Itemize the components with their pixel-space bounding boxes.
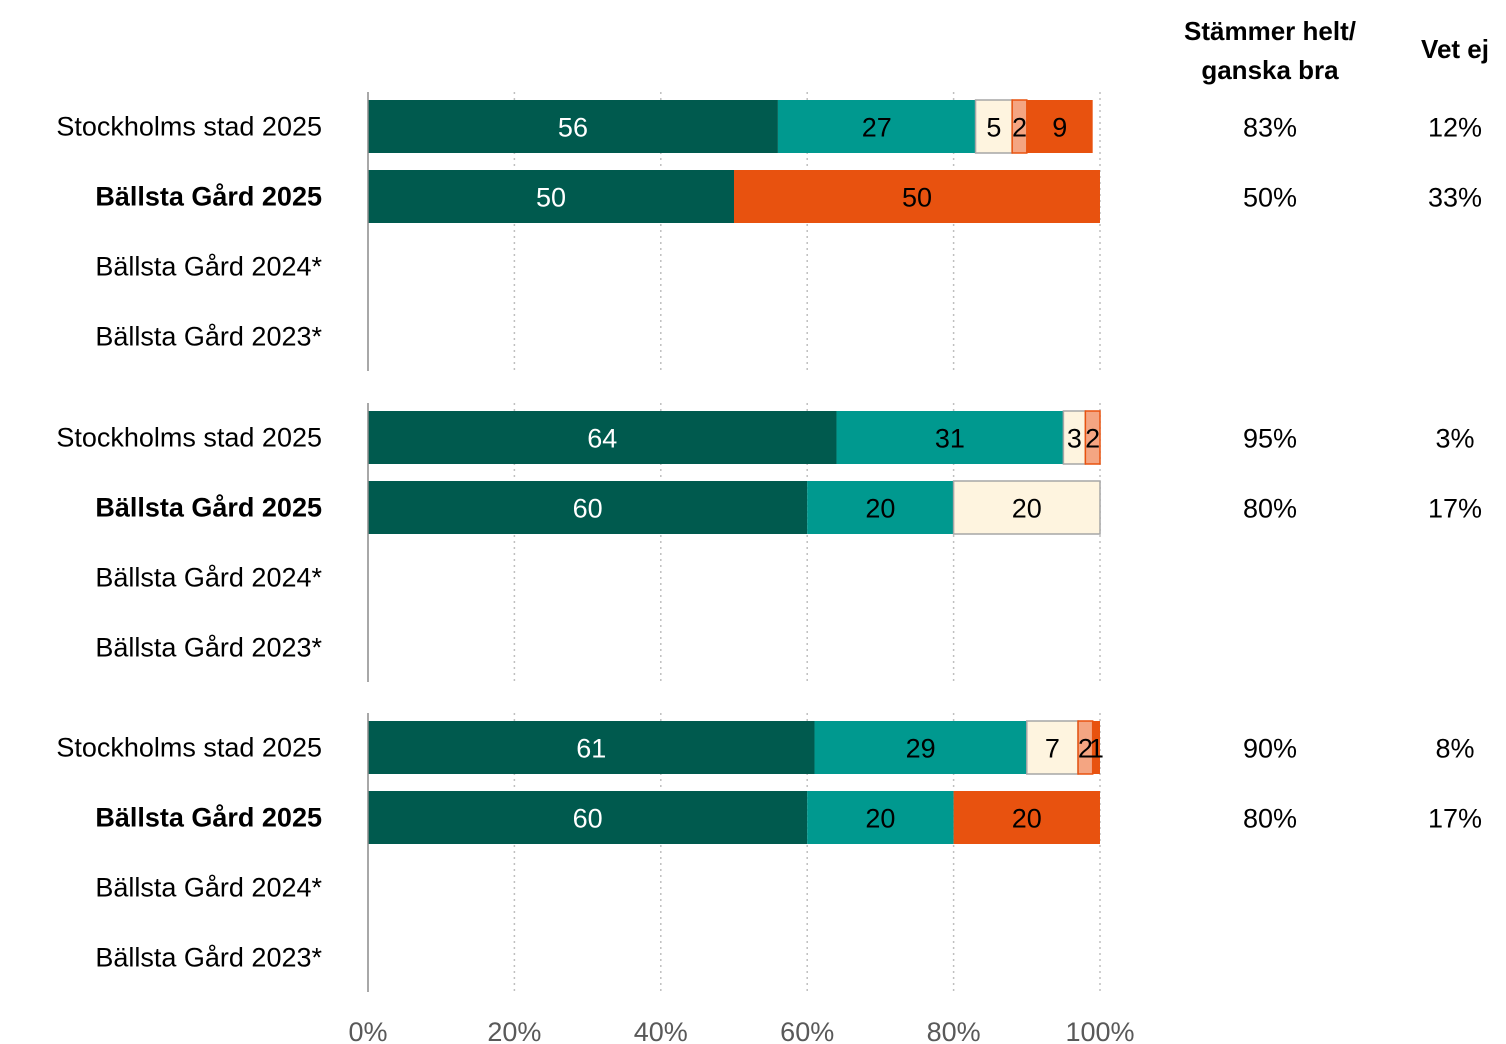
bar-value-label: 31 xyxy=(935,424,965,454)
bar-value-label: 1 xyxy=(1089,734,1104,764)
agree-value: 50% xyxy=(1243,183,1297,213)
dont-know-value: 17% xyxy=(1428,494,1482,524)
category-label: Stockholms stad 2025 xyxy=(56,733,322,763)
category-label: Bällsta Gård 2024* xyxy=(95,252,322,282)
bar-segment xyxy=(807,791,954,844)
x-tick-label: 100% xyxy=(1065,1017,1134,1044)
dont-know-value: 17% xyxy=(1428,804,1482,834)
category-label: Bällsta Gård 2025 xyxy=(95,493,322,523)
agree-value: 83% xyxy=(1243,113,1297,143)
category-label: Bällsta Gård 2024* xyxy=(95,873,322,903)
x-tick-label: 60% xyxy=(780,1017,834,1044)
bar-value-label: 2 xyxy=(1078,734,1093,764)
bar-segment xyxy=(814,721,1027,774)
dont-know-value: 12% xyxy=(1428,113,1482,143)
dont-know-value: 8% xyxy=(1435,734,1474,764)
dont-know-value: 3% xyxy=(1435,424,1474,454)
bar-segment xyxy=(368,170,734,223)
x-tick-label: 20% xyxy=(487,1017,541,1044)
bar-segment xyxy=(1092,721,1100,774)
bar-value-label: 2 xyxy=(1085,424,1100,454)
bar-segment xyxy=(836,411,1064,464)
dont-know-column-header: Vet ej xyxy=(1421,34,1489,64)
bar-value-label: 9 xyxy=(1052,113,1067,143)
bar-value-label: 20 xyxy=(865,804,895,834)
bar-value-label: 20 xyxy=(1012,804,1042,834)
bar-segment xyxy=(952,480,1101,535)
x-tick-label: 40% xyxy=(634,1017,688,1044)
gridlines xyxy=(513,92,1101,992)
bar-value-label: 29 xyxy=(906,734,936,764)
bar-value-label: 50 xyxy=(536,183,566,213)
agree-value: 80% xyxy=(1243,804,1297,834)
category-label: Bällsta Gård 2024* xyxy=(95,563,322,593)
bar-value-label: 3 xyxy=(1067,424,1082,454)
bar-value-label: 20 xyxy=(865,494,895,524)
bar-value-label: 56 xyxy=(558,113,588,143)
bar-segment xyxy=(1026,720,1079,775)
bar-value-label: 2 xyxy=(1012,113,1027,143)
category-labels: Stockholms stad 2025 Bällsta Gård 2025 Bäl… xyxy=(56,112,322,973)
x-tick-label: 80% xyxy=(927,1017,981,1044)
bar-value-label: 27 xyxy=(862,113,892,143)
bar-segment xyxy=(734,170,1100,223)
category-label: Bällsta Gård 2023* xyxy=(95,943,322,973)
bar-segment xyxy=(368,791,808,844)
bar-value-label: 64 xyxy=(587,424,617,454)
agree-column-header: ganska bra xyxy=(1201,55,1339,85)
bar-segment xyxy=(1084,410,1101,465)
side-columns: 83% 12% 50% 33% 95% 3% 80% 17% 90% 8% 80% 17% Stämme… xyxy=(1184,16,1489,834)
bar-segment xyxy=(974,99,1013,154)
agree-column-header: Stämmer helt/ xyxy=(1184,16,1356,46)
bar-value-label: 7 xyxy=(1045,734,1060,764)
bar-segment xyxy=(807,481,954,534)
category-label: Bällsta Gård 2023* xyxy=(95,322,322,352)
bar-segment xyxy=(953,791,1100,844)
x-axis-tick-labels: 0% 20% 40% 60% 80% 100% xyxy=(348,1017,1134,1044)
category-label: Bällsta Gård 2025 xyxy=(95,182,322,212)
category-label: Bällsta Gård 2023* xyxy=(95,633,322,663)
bar-value-label: 20 xyxy=(1012,494,1042,524)
category-label: Bällsta Gård 2025 xyxy=(95,803,322,833)
bar-value-label: 60 xyxy=(573,494,603,524)
bar-segment xyxy=(777,100,976,153)
dont-know-value: 33% xyxy=(1428,183,1482,213)
agree-value: 90% xyxy=(1243,734,1297,764)
bar-value-label: 5 xyxy=(986,113,1001,143)
agree-value: 95% xyxy=(1243,424,1297,454)
agree-value: 80% xyxy=(1243,494,1297,524)
bar-segment xyxy=(368,411,837,464)
bar-value-label: 61 xyxy=(576,734,606,764)
bar-segment xyxy=(1011,99,1028,154)
category-label: Stockholms stad 2025 xyxy=(56,423,322,453)
bar-segment xyxy=(1026,100,1093,153)
bar-value-label: 60 xyxy=(573,804,603,834)
bar-segment xyxy=(368,481,808,534)
x-tick-label: 0% xyxy=(348,1017,387,1044)
bar-segment xyxy=(368,100,778,153)
bar-segment xyxy=(368,721,815,774)
category-label: Stockholms stad 2025 xyxy=(56,112,322,142)
bar-value-label: 50 xyxy=(902,183,932,213)
